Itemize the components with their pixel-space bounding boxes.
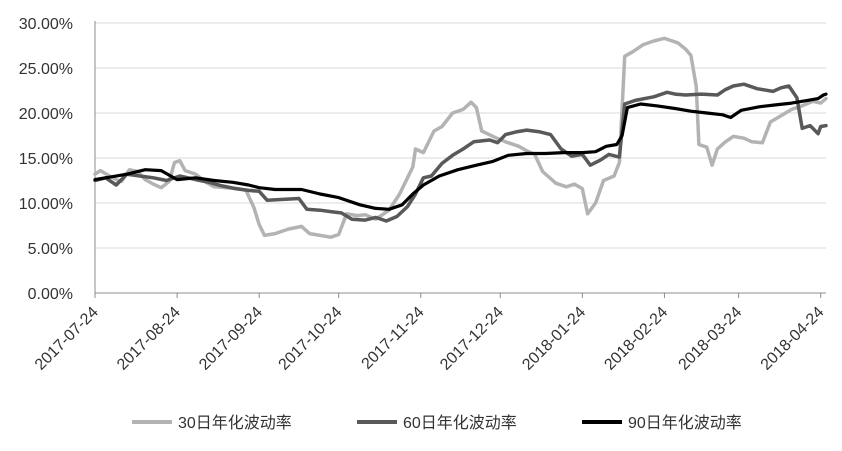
legend-item: 60日年化波动率 [357, 414, 517, 432]
x-tick-label: 2018-01-24 [519, 304, 589, 374]
series-line-3 [93, 92, 828, 211]
series-lines [93, 36, 828, 239]
x-tick-label: 2017-12-24 [437, 304, 507, 374]
x-tick-label: 2017-09-24 [196, 304, 266, 374]
y-tick-label: 25.00% [19, 61, 73, 78]
legend-item: 30日年化波动率 [132, 414, 292, 432]
y-axis-tick-labels: 0.00% 5.00% 10.00% 15.00% 20.00% 25.00% 30.00% [19, 16, 73, 303]
y-tick-label: 10.00% [19, 196, 73, 213]
x-tick-label: 2018-02-24 [601, 304, 671, 374]
x-tick-label: 2018-04-24 [758, 304, 828, 374]
x-tick-label: 2017-07-24 [32, 304, 102, 374]
x-tick-label: 2017-10-24 [276, 304, 346, 374]
series-line-2 [93, 82, 828, 223]
legend-label: 30日年化波动率 [178, 414, 292, 432]
legend-label: 90日年化波动率 [628, 414, 742, 432]
legend: 30日年化波动率 60日年化波动率 90日年化波动率 [132, 414, 742, 432]
x-tick-label: 2018-03-24 [676, 304, 746, 374]
y-tick-label: 30.00% [19, 16, 73, 33]
y-tick-label: 5.00% [28, 241, 73, 258]
y-tick-label: 15.00% [19, 151, 73, 168]
axes [94, 21, 826, 298]
legend-item: 90日年化波动率 [582, 414, 742, 432]
x-tick-label: 2017-08-24 [114, 304, 184, 374]
y-tick-label: 0.00% [28, 286, 73, 303]
x-tick-label: 2017-11-24 [359, 304, 428, 373]
legend-label: 60日年化波动率 [403, 414, 517, 432]
gridlines [95, 22, 826, 249]
y-tick-label: 20.00% [19, 106, 73, 123]
x-axis-tick-labels: 2017-07-24 2017-08-24 2017-09-24 2017-10-24… [32, 304, 828, 374]
